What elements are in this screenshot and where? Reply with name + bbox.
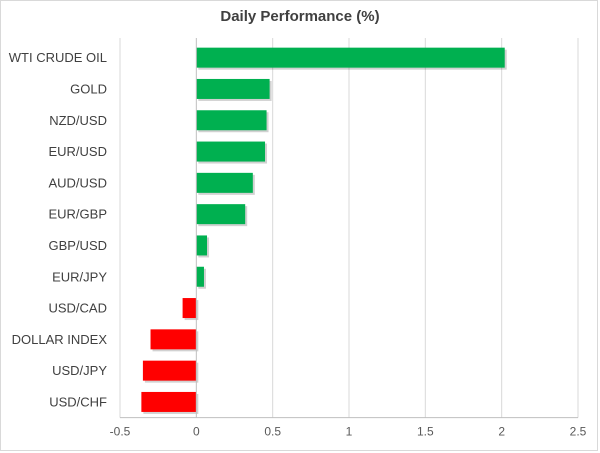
bar: [196, 204, 246, 225]
bar: [196, 110, 267, 131]
category-label: USD/CAD: [48, 301, 107, 316]
category-label: NZD/USD: [49, 113, 107, 128]
category-label: EUR/USD: [48, 144, 107, 159]
category-label: GOLD: [70, 81, 107, 96]
category-label: WTI CRUDE OIL: [9, 50, 107, 65]
category-label: EUR/JPY: [52, 269, 107, 284]
x-tick-label: 2: [498, 425, 505, 439]
bar: [150, 329, 197, 350]
gridlines: [119, 38, 579, 418]
bar: [196, 172, 253, 193]
bar: [196, 266, 204, 287]
bar: [196, 141, 266, 162]
bar: [196, 78, 270, 99]
x-tick-label: -0.5: [110, 425, 131, 439]
category-label: DOLLAR INDEX: [12, 332, 108, 347]
bar: [141, 391, 197, 412]
x-tick-label: 1.5: [417, 425, 434, 439]
category-label: USD/JPY: [52, 363, 107, 378]
category-label: USD/CHF: [49, 394, 107, 409]
x-tick-label: 0: [193, 425, 200, 439]
chart-title: Daily Performance (%): [220, 8, 380, 25]
category-label: EUR/GBP: [48, 207, 107, 222]
x-tick-label: 2.5: [570, 425, 587, 439]
category-label: AUD/USD: [48, 175, 107, 190]
category-label: GBP/USD: [48, 238, 107, 253]
category-labels: WTI CRUDE OIL GOLD NZD/USD EUR/USD AUD/USD EU…: [9, 50, 108, 409]
axes: [120, 38, 578, 419]
bar: [196, 235, 208, 256]
bars: [141, 47, 507, 414]
x-tick-label: 1: [346, 425, 353, 439]
bar: [142, 360, 197, 381]
bar: [182, 298, 197, 319]
bar: [196, 47, 505, 68]
tick-labels: -0.5 0 0.5 1 1.5 2 2.5: [110, 425, 587, 439]
x-tick-label: 0.5: [264, 425, 281, 439]
